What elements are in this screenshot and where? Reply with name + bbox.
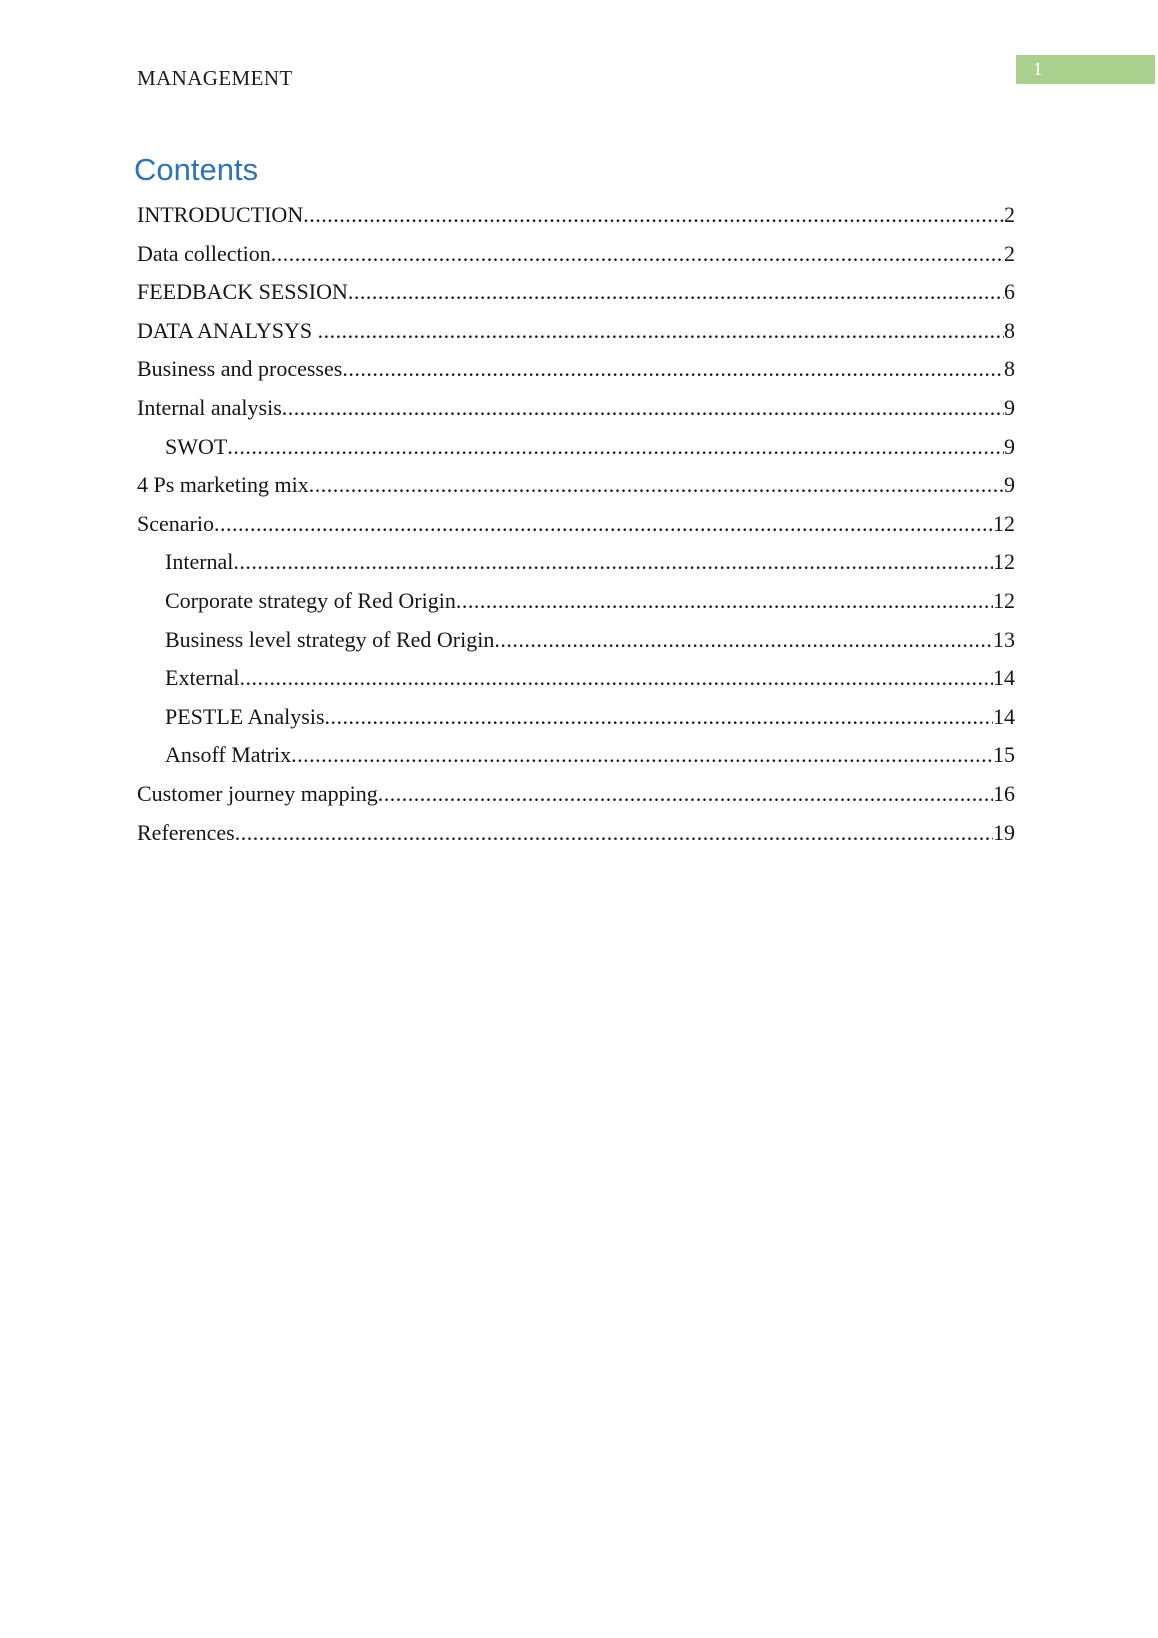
toc-entry-page: 2 — [1004, 240, 1015, 266]
toc-entry[interactable]: Business level strategy of Red Origin 13 — [137, 621, 1015, 660]
toc-entry-title: Business and processes — [137, 356, 343, 382]
toc-leader-dots — [348, 273, 1004, 312]
toc-entry-title: 4 Ps marketing mix — [137, 472, 309, 498]
toc-leader-dots — [282, 389, 1004, 428]
toc-entry[interactable]: References 19 — [137, 814, 1015, 853]
toc-leader-dots — [325, 698, 993, 737]
toc-entry[interactable]: External 14 — [137, 659, 1015, 698]
toc-entry[interactable]: Internal analysis 9 — [137, 389, 1015, 428]
toc-entry[interactable]: Business and processes 8 — [137, 350, 1015, 389]
toc-entry-title: Corporate strategy of Red Origin — [165, 587, 456, 613]
toc-entry[interactable]: Ansoff Matrix 15 — [137, 736, 1015, 775]
toc-entry-page: 2 — [1004, 202, 1015, 227]
toc-list: INTRODUCTION 2 Data collection 2 FEEDBACK SE… — [137, 196, 1015, 852]
toc-entry-page: 12 — [993, 510, 1015, 536]
page-number-badge: 1 — [1016, 55, 1155, 84]
toc-leader-dots — [309, 466, 1004, 505]
toc-entry-page: 9 — [1004, 394, 1015, 420]
toc-leader-dots — [318, 312, 1004, 351]
toc-entry[interactable]: 4 Ps marketing mix 9 — [137, 466, 1015, 505]
toc-entry-page: 14 — [993, 703, 1015, 729]
toc-entry[interactable]: FEEDBACK SESSION 6 — [137, 273, 1015, 312]
toc-entry[interactable]: Internal 12 — [137, 543, 1015, 582]
toc-leader-dots — [227, 428, 1004, 467]
toc-entry-title: INTRODUCTION — [137, 202, 304, 227]
toc-entry[interactable]: DATA ANALYSYS 8 — [137, 312, 1015, 351]
toc-entry[interactable]: Customer journey mapping 16 — [137, 775, 1015, 814]
toc-entry-title: Ansoff Matrix — [165, 742, 292, 768]
toc-entry[interactable]: INTRODUCTION 2 — [137, 196, 1015, 235]
toc-entry-page: 8 — [1004, 317, 1015, 343]
toc-entry[interactable]: PESTLE Analysis 14 — [137, 698, 1015, 737]
toc-leader-dots — [494, 621, 993, 660]
toc-entry-page: 9 — [1004, 472, 1015, 498]
toc-entry-title: Customer journey mapping — [137, 780, 378, 806]
toc-entry-page: 19 — [993, 819, 1015, 845]
toc-entry[interactable]: Corporate strategy of Red Origin 12 — [137, 582, 1015, 621]
toc-leader-dots — [378, 775, 993, 814]
toc-entry-page: 15 — [993, 742, 1015, 768]
toc-leader-dots — [233, 543, 993, 582]
toc-entry-title: Internal analysis — [137, 394, 282, 420]
toc-leader-dots — [235, 814, 993, 853]
toc-leader-dots — [240, 659, 993, 698]
toc-entry-page: 12 — [993, 587, 1015, 613]
contents-heading: Contents — [134, 152, 259, 187]
page-number-badge-value: 1 — [1033, 58, 1043, 80]
running-header-title: MANAGEMENT — [137, 66, 293, 90]
toc-entry-page: 9 — [1004, 433, 1015, 459]
toc-entry-title: SWOT — [165, 433, 228, 459]
toc-entry-page: 8 — [1004, 356, 1015, 382]
toc-leader-dots — [291, 736, 993, 775]
toc-entry-title: PESTLE Analysis — [165, 703, 325, 729]
toc-entry-page: 14 — [993, 665, 1015, 691]
toc-entry-page: 16 — [993, 780, 1015, 806]
toc-entry-title: Internal — [165, 549, 234, 575]
toc-leader-dots — [456, 582, 993, 621]
toc-entry-title: Scenario — [137, 510, 214, 536]
toc-entry[interactable]: SWOT 9 — [137, 428, 1015, 467]
toc-entry-title: DATA ANALYSYS — [137, 317, 318, 343]
toc-entry-title: References — [137, 819, 235, 845]
toc-entry-title: FEEDBACK SESSION — [137, 279, 348, 305]
toc-entry[interactable]: Scenario 12 — [137, 505, 1015, 544]
toc-leader-dots — [214, 505, 993, 544]
toc-entry-page: 6 — [1004, 279, 1015, 305]
toc-leader-dots — [342, 350, 1004, 389]
toc-entry-title: Business level strategy of Red Origin — [165, 626, 495, 652]
toc-entry-page: 13 — [993, 626, 1015, 652]
toc-leader-dots — [271, 235, 1004, 274]
toc-entry-title: Data collection — [137, 240, 271, 266]
toc-entry[interactable]: Data collection 2 — [137, 235, 1015, 274]
toc-entry-page: 12 — [993, 549, 1015, 575]
toc-leader-dots — [303, 196, 1004, 235]
toc-entry-title: External — [165, 665, 240, 691]
